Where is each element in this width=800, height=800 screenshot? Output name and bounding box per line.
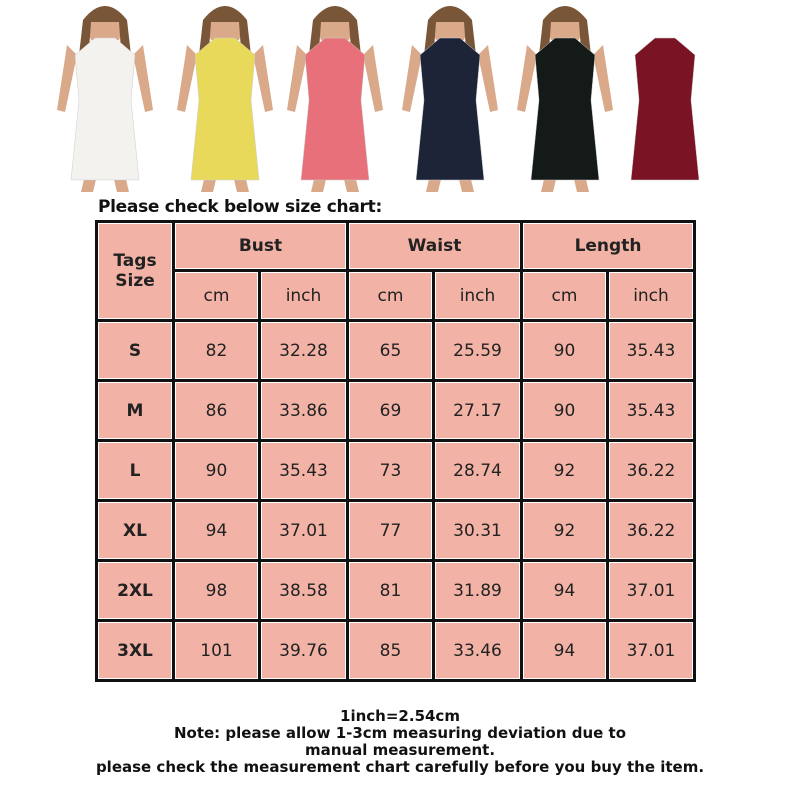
cm-value: 90 (520, 379, 609, 442)
conversion-note: 1inch=2.54cm (340, 707, 460, 725)
inch-value: 38.58 (258, 559, 349, 622)
group-header-bust: Bust (172, 220, 349, 272)
dress-model-photo (517, 6, 613, 192)
size-label: 2XL (95, 559, 175, 622)
inch-value: 25.59 (432, 319, 523, 382)
deviation-note: Note: please allow 1-3cm measuring devia… (173, 724, 627, 759)
cm-value: 94 (520, 559, 609, 622)
dress-model-photo (287, 6, 383, 192)
check-note: please check the measurement chart caref… (95, 758, 705, 776)
dress-model-photo (57, 6, 153, 192)
table-row: S 82 32.28 65 25.59 90 35.43 (95, 319, 696, 382)
cm-value: 81 (346, 559, 435, 622)
inch-value: 37.01 (606, 619, 696, 682)
unit-header: inch (606, 269, 696, 322)
unit-header: cm (172, 269, 261, 322)
size-header: Tags Size (95, 220, 175, 322)
dress-shape (70, 37, 140, 181)
unit-header: inch (258, 269, 349, 322)
inch-value: 36.22 (606, 439, 696, 502)
cm-value: 90 (172, 439, 261, 502)
product-photos (57, 6, 700, 192)
table-row: 2XL 98 38.58 81 31.89 94 37.01 (95, 559, 696, 622)
size-label: 3XL (95, 619, 175, 682)
cm-value: 65 (346, 319, 435, 382)
inch-value: 37.01 (258, 499, 349, 562)
inch-value: 33.46 (432, 619, 523, 682)
cm-value: 90 (520, 319, 609, 382)
inch-value: 37.01 (606, 559, 696, 622)
table-row: XL 94 37.01 77 30.31 92 36.22 (95, 499, 696, 562)
dress-model-photo (630, 37, 700, 181)
inch-value: 35.43 (606, 319, 696, 382)
dress-model-photo (402, 6, 498, 192)
group-header-waist: Waist (346, 220, 523, 272)
dress-shape (530, 37, 600, 181)
cm-value: 86 (172, 379, 261, 442)
table-row: M 86 33.86 69 27.17 90 35.43 (95, 379, 696, 442)
size-label: XL (95, 499, 175, 562)
unit-header: inch (432, 269, 523, 322)
inch-value: 31.89 (432, 559, 523, 622)
table-row: L 90 35.43 73 28.74 92 36.22 (95, 439, 696, 502)
size-label: S (95, 319, 175, 382)
cm-value: 69 (346, 379, 435, 442)
size-label: L (95, 439, 175, 502)
unit-header: cm (520, 269, 609, 322)
cm-value: 85 (346, 619, 435, 682)
size-chart-title: Please check below size chart: (98, 197, 382, 217)
cm-value: 82 (172, 319, 261, 382)
inch-value: 35.43 (606, 379, 696, 442)
size-label: M (95, 379, 175, 442)
dress-shape (630, 37, 700, 181)
cm-value: 77 (346, 499, 435, 562)
cm-value: 94 (520, 619, 609, 682)
group-header-length: Length (520, 220, 696, 272)
inch-value: 39.76 (258, 619, 349, 682)
inch-value: 28.74 (432, 439, 523, 502)
notes: 1inch=2.54cm Note: please allow 1-3cm me… (0, 708, 800, 776)
dress-shape (190, 37, 260, 181)
cm-value: 92 (520, 439, 609, 502)
dress-shape (300, 37, 370, 181)
unit-header: cm (346, 269, 435, 322)
cm-value: 94 (172, 499, 261, 562)
inch-value: 27.17 (432, 379, 523, 442)
inch-value: 35.43 (258, 439, 349, 502)
table-row: 3XL 101 39.76 85 33.46 94 37.01 (95, 619, 696, 682)
cm-value: 73 (346, 439, 435, 502)
dress-shape (415, 37, 485, 181)
size-chart-table: Tags Size Bust Waist Length cm inch cm inch c… (95, 220, 696, 682)
inch-value: 36.22 (606, 499, 696, 562)
dress-model-photo (177, 6, 273, 192)
cm-value: 101 (172, 619, 261, 682)
cm-value: 98 (172, 559, 261, 622)
cm-value: 92 (520, 499, 609, 562)
inch-value: 33.86 (258, 379, 349, 442)
inch-value: 30.31 (432, 499, 523, 562)
inch-value: 32.28 (258, 319, 349, 382)
